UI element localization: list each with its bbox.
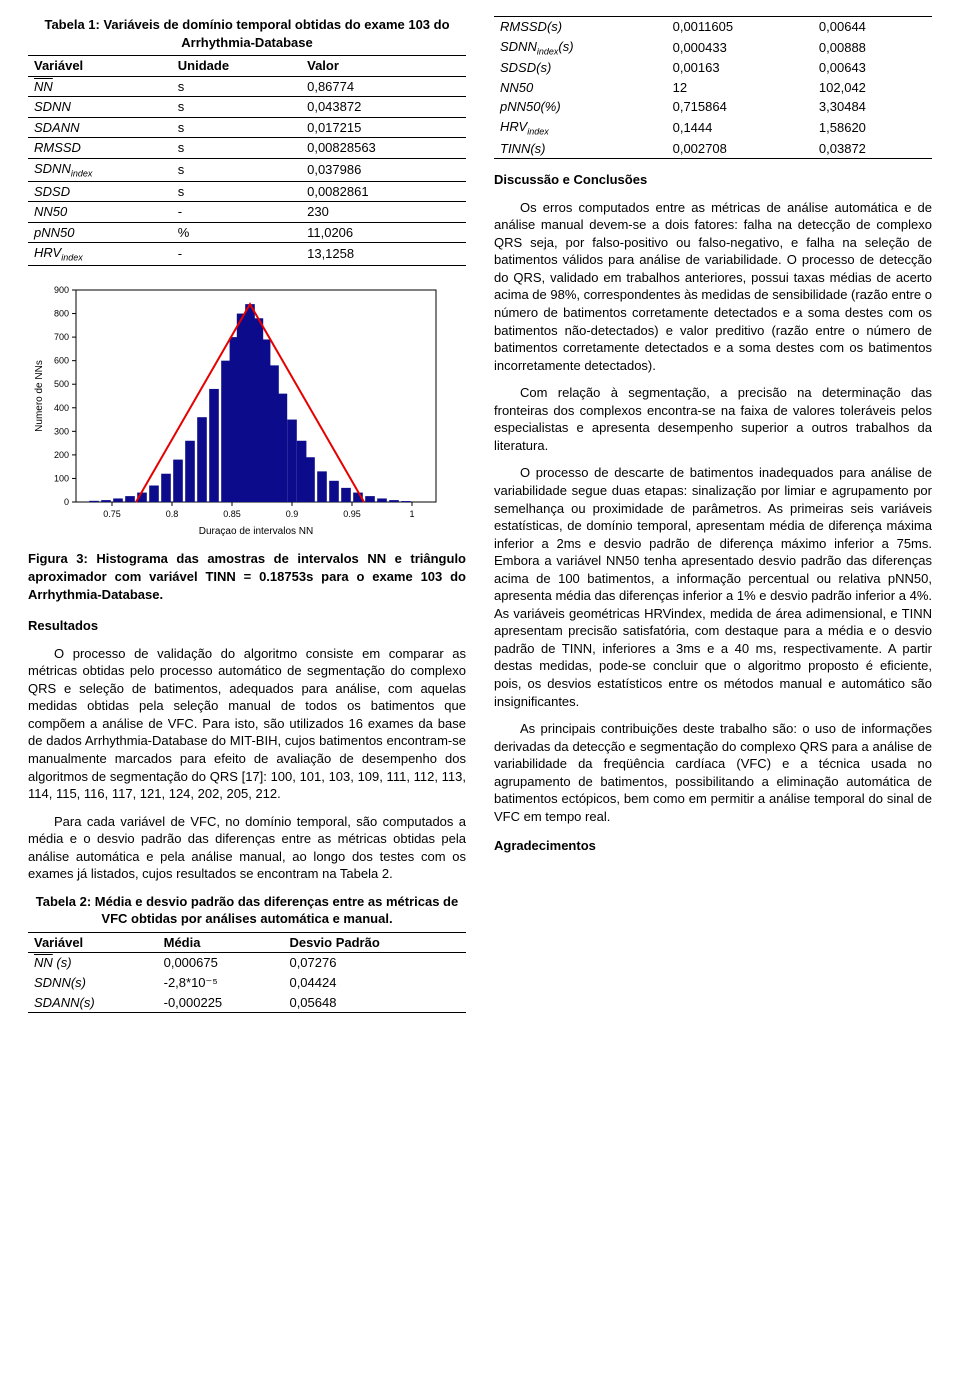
table-cell: SDANN (28, 117, 172, 138)
table-cell: 13,1258 (301, 243, 466, 266)
t2-h1: Variável (28, 932, 158, 953)
table-cell: TINN(s) (494, 139, 667, 159)
disc-p2: Com relação à segmentação, a precisão na… (494, 384, 932, 454)
table-cell: -0,000225 (158, 993, 284, 1013)
svg-text:0.8: 0.8 (166, 509, 179, 519)
svg-text:0.75: 0.75 (103, 509, 121, 519)
table-cell: NN (28, 76, 172, 97)
resultados-p1: O processo de validação do algoritmo con… (28, 645, 466, 803)
table-cell: pNN50(%) (494, 97, 667, 117)
table-cell: HRVindex (494, 117, 667, 139)
table-cell: 0,715864 (667, 97, 813, 117)
table-cell: 12 (667, 78, 813, 98)
table-cell: s (172, 76, 301, 97)
table-cell: 1,58620 (813, 117, 932, 139)
svg-text:Numero de NNs: Numero de NNs (34, 360, 45, 432)
table-cell: 0,00644 (813, 17, 932, 37)
table-cell: 0,00828563 (301, 138, 466, 159)
table-cell: 0,002708 (667, 139, 813, 159)
table-cell: 0,017215 (301, 117, 466, 138)
table-cell: s (172, 181, 301, 202)
histogram-chart: 0 100 200 300 400 500 600 700 800 900 0.75 0.8 0.85 0… (28, 280, 466, 545)
svg-text:300: 300 (54, 426, 69, 436)
table-cell: SDSD (28, 181, 172, 202)
table-cell: RMSSD (28, 138, 172, 159)
disc-p1: Os erros computados entre as métricas de… (494, 199, 932, 374)
t2-h3: Desvio Padrão (283, 932, 466, 953)
table-cell: HRVindex (28, 243, 172, 266)
table-cell: 0,000433 (667, 37, 813, 59)
table-cell: 3,30484 (813, 97, 932, 117)
svg-text:900: 900 (54, 285, 69, 295)
table-cell: % (172, 222, 301, 243)
table-cell: 0,03872 (813, 139, 932, 159)
t1-h3: Valor (301, 56, 466, 77)
table-cell: s (172, 158, 301, 181)
table-cell: pNN50 (28, 222, 172, 243)
figure3-caption: Figura 3: Histograma das amostras de int… (28, 550, 466, 603)
table-cell: SDSD(s) (494, 58, 667, 78)
section-resultados: Resultados (28, 617, 466, 635)
t2-h2: Média (158, 932, 284, 953)
table-cell: NN50 (494, 78, 667, 98)
table-cell: s (172, 117, 301, 138)
table-cell: 0,037986 (301, 158, 466, 181)
table-cell: SDNNindex(s) (494, 37, 667, 59)
t1-h1: Variável (28, 56, 172, 77)
table-cell: 0,000675 (158, 953, 284, 973)
table1-title: Tabela 1: Variáveis de domínio temporal … (28, 16, 466, 51)
svg-text:500: 500 (54, 379, 69, 389)
disc-p4: As principais contribuições deste trabal… (494, 720, 932, 825)
table-cell: NN (s) (28, 953, 158, 973)
svg-text:600: 600 (54, 356, 69, 366)
table-cell: -2,8*10⁻⁵ (158, 973, 284, 993)
table-cell: 0,07276 (283, 953, 466, 973)
table-cell: 0,00888 (813, 37, 932, 59)
svg-text:200: 200 (54, 450, 69, 460)
table3-continuation: RMSSD(s)0,00116050,00644SDNNindex(s)0,00… (494, 16, 932, 159)
svg-text:1: 1 (409, 509, 414, 519)
svg-text:0.85: 0.85 (223, 509, 241, 519)
table2: Variável Média Desvio Padrão NN (s)0,000… (28, 932, 466, 1013)
table-cell: SDNN(s) (28, 973, 158, 993)
table-cell: NN50 (28, 202, 172, 223)
svg-text:0.95: 0.95 (343, 509, 361, 519)
table-cell: 11,0206 (301, 222, 466, 243)
table-cell: 102,042 (813, 78, 932, 98)
section-agradecimentos: Agradecimentos (494, 837, 932, 855)
table-cell: 0,1444 (667, 117, 813, 139)
table-cell: SDANN(s) (28, 993, 158, 1013)
table-cell: 0,00163 (667, 58, 813, 78)
svg-text:400: 400 (54, 403, 69, 413)
svg-text:Duraçao de intervalos NN: Duraçao de intervalos NN (199, 526, 314, 537)
table-cell: - (172, 202, 301, 223)
table-cell: SDNNindex (28, 158, 172, 181)
resultados-p2: Para cada variável de VFC, no domínio te… (28, 813, 466, 883)
svg-text:0: 0 (64, 497, 69, 507)
svg-text:100: 100 (54, 473, 69, 483)
table-cell: 230 (301, 202, 466, 223)
table-cell: SDNN (28, 97, 172, 118)
table-cell: - (172, 243, 301, 266)
table-cell: s (172, 97, 301, 118)
table-cell: s (172, 138, 301, 159)
disc-p3: O processo de descarte de batimentos ina… (494, 464, 932, 710)
svg-text:0.9: 0.9 (286, 509, 299, 519)
section-discussao: Discussão e Conclusões (494, 171, 932, 189)
table-cell: RMSSD(s) (494, 17, 667, 37)
table-cell: 0,0082861 (301, 181, 466, 202)
table1: Variável Unidade Valor NNs0,86774SDNNs0,… (28, 55, 466, 266)
table-cell: 0,043872 (301, 97, 466, 118)
table-cell: 0,05648 (283, 993, 466, 1013)
svg-text:800: 800 (54, 308, 69, 318)
table-cell: 0,00643 (813, 58, 932, 78)
table-cell: 0,0011605 (667, 17, 813, 37)
t1-h2: Unidade (172, 56, 301, 77)
table-cell: 0,86774 (301, 76, 466, 97)
svg-text:700: 700 (54, 332, 69, 342)
table-cell: 0,04424 (283, 973, 466, 993)
table2-title: Tabela 2: Média e desvio padrão das dife… (28, 893, 466, 928)
